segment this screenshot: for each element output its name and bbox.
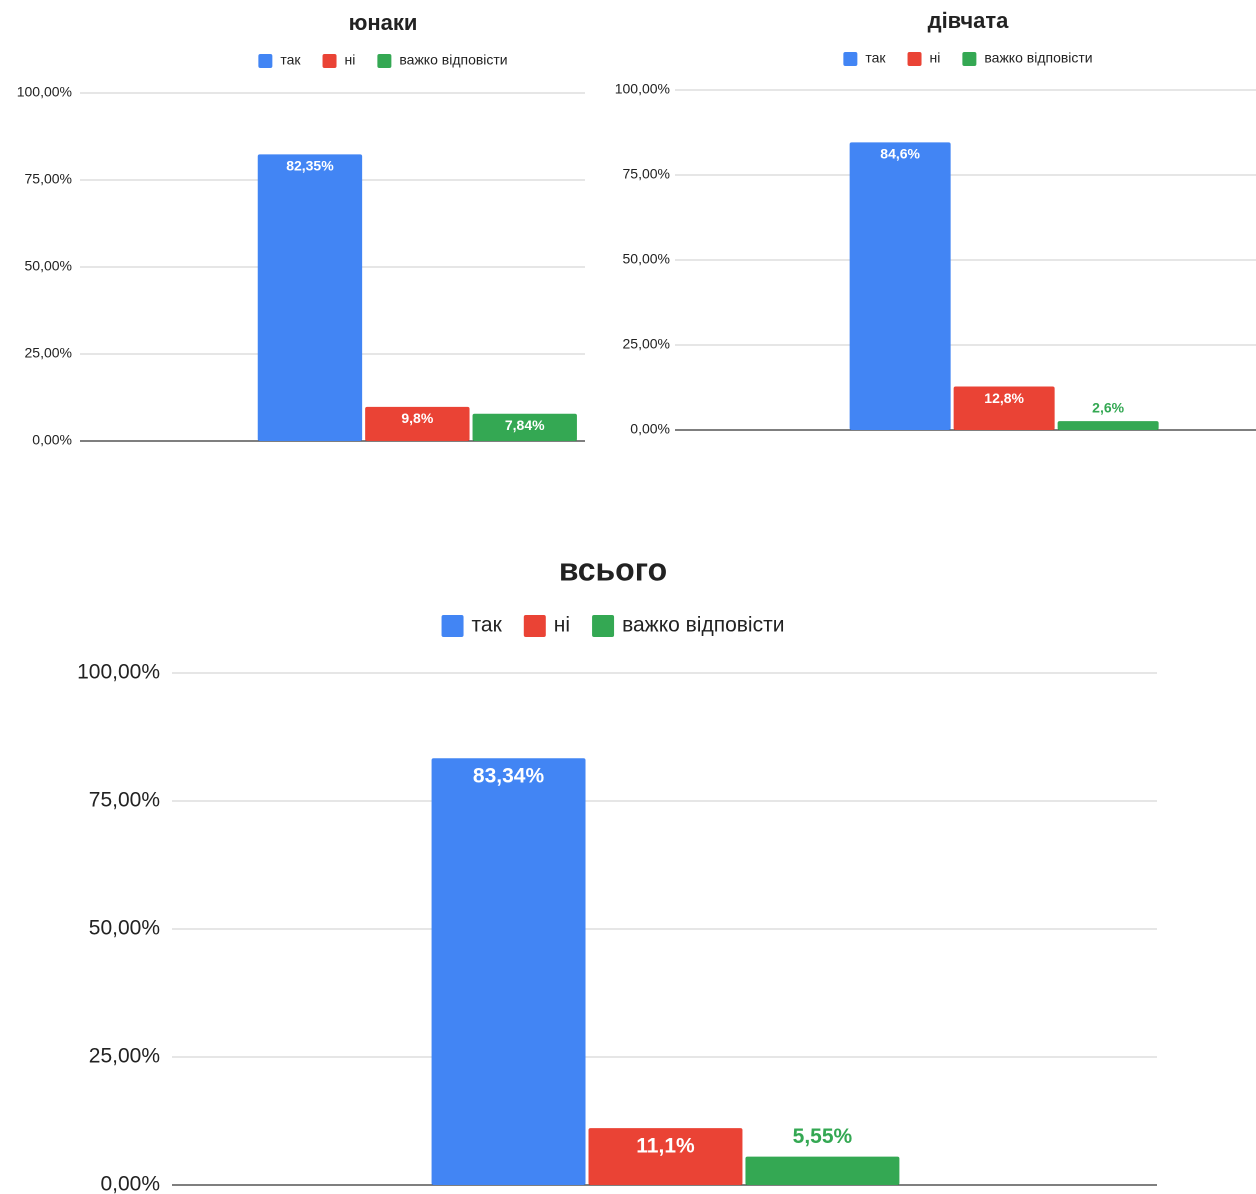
legend-swatch	[907, 52, 922, 66]
legend-swatch	[523, 615, 546, 637]
legend-label: так	[472, 614, 503, 637]
data-label: 11,1%	[636, 1135, 695, 1158]
y-tick-label: 75,00%	[25, 171, 72, 187]
legend-swatch	[441, 615, 464, 637]
chart-title: всього	[559, 551, 667, 587]
legend-swatch	[592, 615, 615, 637]
chart-title: дівчата	[928, 8, 1010, 33]
data-label: 2,6%	[1092, 399, 1124, 415]
legend-swatch	[843, 52, 858, 66]
y-tick-label: 0,00%	[630, 421, 670, 437]
legend-swatch	[258, 54, 273, 68]
bar	[365, 406, 470, 441]
legend-label: важко відповісти	[984, 50, 1092, 66]
legend-label: важко відповісти	[622, 614, 784, 637]
bar	[849, 142, 951, 431]
y-tick-label: 100,00%	[77, 661, 160, 684]
y-tick-label: 100,00%	[615, 81, 670, 97]
y-tick-label: 100,00%	[17, 84, 72, 100]
legend-swatch	[322, 54, 337, 68]
y-tick-label: 25,00%	[89, 1045, 160, 1068]
data-label: 9,8%	[401, 410, 433, 426]
y-tick-label: 50,00%	[89, 917, 160, 940]
chart-title: юнаки	[349, 10, 418, 35]
y-tick-label: 0,00%	[32, 432, 72, 448]
y-tick-label: 25,00%	[25, 345, 72, 361]
data-label: 12,8%	[984, 390, 1024, 406]
legend-label: так	[280, 52, 301, 68]
bar	[472, 413, 577, 441]
data-label: 84,6%	[880, 146, 920, 162]
y-tick-label: 50,00%	[623, 251, 670, 267]
y-tick-label: 0,00%	[100, 1173, 160, 1194]
legend-swatch	[962, 52, 977, 66]
bar	[953, 386, 1055, 430]
legend-label: ні	[554, 614, 570, 637]
legend-label: так	[865, 50, 886, 66]
legend-swatch	[377, 54, 392, 68]
y-tick-label: 75,00%	[89, 789, 160, 812]
y-tick-label: 75,00%	[623, 166, 670, 182]
bar	[257, 154, 363, 441]
data-label: 7,84%	[505, 417, 545, 433]
y-tick-label: 25,00%	[623, 336, 670, 352]
legend-label: важко відповісти	[399, 52, 507, 68]
legend-label: ні	[930, 50, 941, 66]
bar	[431, 758, 586, 1185]
y-tick-label: 50,00%	[25, 258, 72, 274]
data-label: 83,34%	[473, 765, 545, 788]
data-label: 82,35%	[286, 158, 334, 174]
bar	[1057, 421, 1159, 430]
bar	[588, 1128, 743, 1185]
legend-label: ні	[345, 52, 356, 68]
data-label: 5,55%	[793, 1125, 853, 1148]
bar	[745, 1156, 900, 1185]
